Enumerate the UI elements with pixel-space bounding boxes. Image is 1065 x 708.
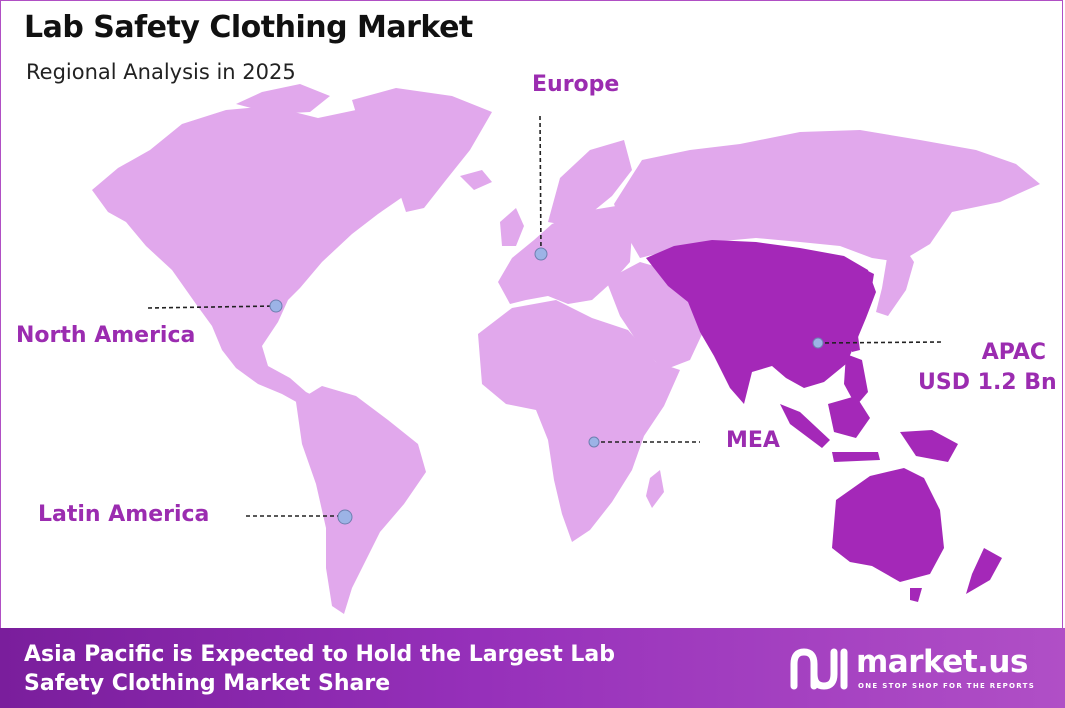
philippines-shape xyxy=(844,354,868,406)
map-land xyxy=(92,84,1040,614)
japan-shape xyxy=(876,244,914,316)
scandinavia-shape xyxy=(548,140,632,226)
apac-label-group: APAC USD 1.2 Bn xyxy=(918,338,1057,398)
north-america-shape xyxy=(92,106,412,404)
connectors xyxy=(147,115,943,517)
footer-headline: Asia Pacific is Expected to Hold the Lar… xyxy=(24,642,615,696)
korea-shape xyxy=(860,268,874,298)
europe-label: Europe xyxy=(532,72,620,97)
brand-name: market.us xyxy=(856,644,1028,680)
world-map xyxy=(92,84,1040,614)
brand[interactable]: market.us ONE STOP SHOP FOR THE REPORTS xyxy=(790,644,1040,694)
page-subtitle: Regional Analysis in 2025 xyxy=(26,60,296,84)
apac-region xyxy=(646,240,1002,602)
borneo-shape xyxy=(828,396,870,438)
marker-dots xyxy=(269,247,824,525)
apac-label: APAC xyxy=(981,340,1046,365)
north-america-connector xyxy=(147,305,277,309)
mea-label: MEA xyxy=(726,428,780,453)
java-shape xyxy=(832,452,880,462)
footer-banner: Asia Pacific is Expected to Hold the Lar… xyxy=(0,628,1065,708)
baffin-island-shape xyxy=(320,138,362,176)
arctic-islands-shape xyxy=(236,84,330,114)
europe-connector xyxy=(539,115,542,255)
brand-tagline: ONE STOP SHOP FOR THE REPORTS xyxy=(858,682,1036,690)
latin-america-label: Latin America xyxy=(38,502,210,527)
uk-shape xyxy=(500,208,524,246)
north-america-label: North America xyxy=(16,323,196,348)
south-america-shape xyxy=(296,386,426,614)
taiwan-shape xyxy=(852,336,860,352)
europe-marker xyxy=(534,247,548,261)
greenland-shape xyxy=(352,88,492,212)
asia-mainland-shape xyxy=(646,240,876,404)
market-us-logo-icon xyxy=(790,648,848,690)
madagascar-shape xyxy=(646,470,664,508)
russia-shape xyxy=(614,130,1040,262)
north-america-marker xyxy=(269,299,283,313)
australia-shape xyxy=(832,468,944,582)
apac-value: USD 1.2 Bn xyxy=(918,370,1057,395)
apac-marker xyxy=(812,337,824,349)
new-guinea-shape xyxy=(900,430,958,462)
latin-america-marker xyxy=(337,509,353,525)
sumatra-shape xyxy=(780,404,830,448)
africa-shape xyxy=(478,300,680,542)
europe-shape xyxy=(498,206,632,304)
mea-marker xyxy=(588,436,600,448)
tasmania-shape xyxy=(910,588,922,602)
new-zealand-shape xyxy=(966,548,1002,594)
iceland-shape xyxy=(460,170,492,190)
page-title: Lab Safety Clothing Market xyxy=(24,10,473,45)
